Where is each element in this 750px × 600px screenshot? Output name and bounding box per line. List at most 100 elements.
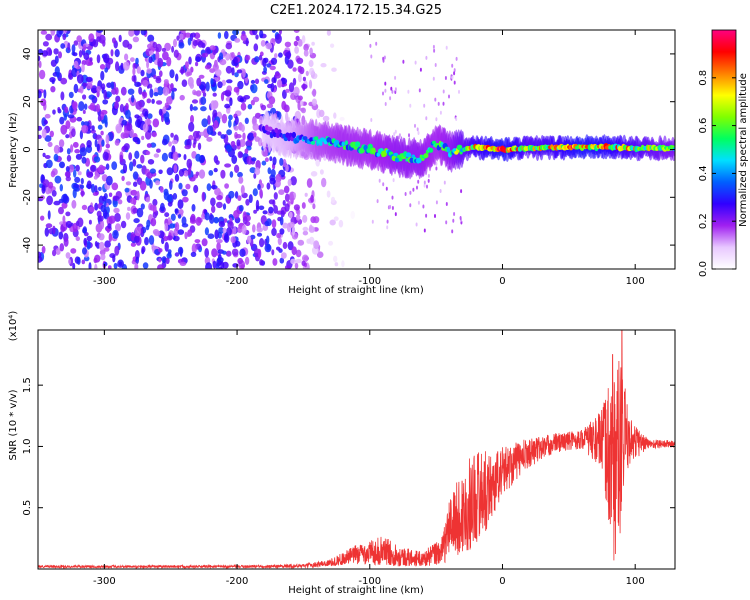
noise-speckle <box>147 34 155 43</box>
noise-speckle <box>94 202 99 211</box>
noise-speckle <box>82 44 87 51</box>
noise-speckle <box>394 212 397 217</box>
noise-speckle <box>146 60 150 69</box>
signal-point <box>265 131 271 135</box>
noise-speckle <box>243 95 251 100</box>
noise-speckle <box>252 96 260 103</box>
noise-speckle <box>171 139 178 145</box>
noise-speckle <box>291 246 297 256</box>
noise-speckle <box>418 88 421 93</box>
noise-speckle <box>58 161 65 169</box>
noise-speckle <box>133 181 138 187</box>
noise-speckle <box>391 89 394 94</box>
noise-speckle <box>144 111 149 120</box>
noise-speckle <box>225 144 232 153</box>
noise-speckle <box>185 183 191 190</box>
noise-speckle <box>58 30 64 35</box>
noise-speckle <box>215 262 220 269</box>
noise-speckle <box>110 49 114 57</box>
noise-speckle <box>125 181 132 186</box>
noise-speckle <box>238 204 244 212</box>
noise-speckle <box>114 212 121 222</box>
noise-speckle <box>108 232 113 242</box>
noise-speckle <box>321 177 327 188</box>
signal-point <box>354 141 361 148</box>
noise-speckle <box>254 56 260 63</box>
noise-speckle <box>123 143 130 151</box>
noise-speckle <box>103 114 108 125</box>
noise-speckle <box>294 46 299 54</box>
noise-speckle <box>53 200 61 206</box>
noise-speckle <box>375 41 378 46</box>
noise-speckle <box>157 264 164 269</box>
noise-speckle <box>206 125 214 135</box>
noise-speckle <box>134 235 140 243</box>
colorbar-tick-label: 0.4 <box>698 165 709 181</box>
noise-speckle <box>453 68 456 73</box>
noise-speckle <box>302 76 306 82</box>
noise-speckle <box>74 176 81 183</box>
noise-speckle <box>434 214 436 218</box>
noise-speckle <box>178 209 184 215</box>
noise-speckle <box>240 185 245 195</box>
noise-speckle <box>134 226 142 237</box>
noise-speckle <box>292 67 297 72</box>
noise-speckle <box>234 38 241 43</box>
noise-speckle <box>103 247 110 252</box>
noise-speckle <box>394 87 397 92</box>
noise-speckle <box>89 102 96 111</box>
noise-speckle <box>230 236 236 244</box>
noise-speckle <box>277 237 282 246</box>
noise-speckle <box>114 101 119 110</box>
noise-speckle <box>274 72 281 79</box>
noise-speckle <box>415 222 418 227</box>
noise-speckle <box>142 123 149 133</box>
noise-speckle <box>135 57 139 65</box>
noise-speckle <box>218 221 226 228</box>
noise-speckle <box>76 74 84 84</box>
noise-speckle <box>114 87 119 95</box>
noise-speckle <box>155 75 161 81</box>
noise-speckle <box>41 245 46 254</box>
noise-speckle <box>305 70 309 77</box>
colorbar-tick-label: 0.6 <box>698 118 709 134</box>
noise-speckle <box>52 225 56 235</box>
noise-speckle <box>268 199 275 205</box>
spectrogram-xlabel: Height of straight line (km) <box>288 285 424 296</box>
noise-speckle <box>333 112 337 119</box>
noise-speckle <box>166 235 173 241</box>
noise-speckle <box>67 42 71 51</box>
noise-speckle <box>92 191 99 196</box>
noise-speckle <box>153 92 159 97</box>
noise-speckle <box>195 56 201 63</box>
noise-speckle <box>217 32 222 39</box>
noise-speckle <box>296 57 304 64</box>
noise-speckle <box>219 59 227 66</box>
noise-speckle <box>152 118 160 128</box>
noise-speckle <box>95 103 101 113</box>
noise-speckle <box>292 77 297 86</box>
noise-speckle <box>136 66 141 74</box>
noise-speckle <box>295 258 302 264</box>
noise-speckle <box>224 183 230 189</box>
noise-speckle <box>213 119 219 129</box>
noise-speckle <box>100 70 105 81</box>
noise-speckle <box>146 143 152 148</box>
x-tick-label: 100 <box>626 576 645 587</box>
noise-speckle <box>263 66 267 73</box>
noise-speckle <box>216 242 221 252</box>
signal-point <box>428 147 434 153</box>
noise-speckle <box>204 227 209 236</box>
noise-speckle <box>174 173 180 182</box>
noise-speckle <box>105 143 111 149</box>
noise-speckle <box>409 103 412 108</box>
noise-speckle <box>73 184 80 188</box>
noise-speckle <box>114 49 120 58</box>
noise-speckle <box>224 30 229 40</box>
noise-speckle <box>155 180 161 186</box>
noise-speckle <box>97 124 103 130</box>
noise-speckle <box>130 57 135 62</box>
noise-speckle <box>79 184 85 189</box>
noise-speckle <box>200 106 207 112</box>
noise-speckle <box>98 186 102 191</box>
